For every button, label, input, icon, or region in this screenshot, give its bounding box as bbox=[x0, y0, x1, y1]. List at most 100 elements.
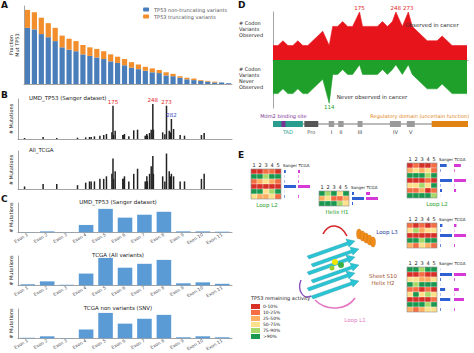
svg-text:5: 5 bbox=[432, 216, 435, 222]
svg-text:TCGA: TCGA bbox=[366, 185, 378, 190]
svg-text:4: 4 bbox=[426, 216, 429, 222]
svg-text:Sanger: Sanger bbox=[439, 217, 454, 222]
svg-text:Exon 1: Exon 1 bbox=[13, 232, 29, 244]
svg-text:Exon 9: Exon 9 bbox=[169, 338, 185, 350]
svg-text:Exon 5: Exon 5 bbox=[91, 338, 107, 350]
svg-text:Exon 3: Exon 3 bbox=[52, 285, 68, 297]
svg-text:TP53 non-truncating variants: TP53 non-truncating variants bbox=[153, 7, 227, 14]
svg-text:Exon 11: Exon 11 bbox=[205, 338, 223, 351]
svg-text:Loop L2: Loop L2 bbox=[426, 201, 448, 208]
svg-text:Mdm2 binding site: Mdm2 binding site bbox=[260, 113, 306, 120]
svg-text:Observed in cancer: Observed in cancer bbox=[405, 22, 459, 28]
svg-text:3: 3 bbox=[332, 184, 335, 190]
svg-text:273: 273 bbox=[403, 5, 414, 11]
svg-text:Sanger: Sanger bbox=[351, 185, 366, 190]
svg-text:3: 3 bbox=[420, 260, 423, 266]
svg-text:Exon 10: Exon 10 bbox=[186, 285, 204, 298]
svg-text:Exon 6: Exon 6 bbox=[111, 232, 127, 244]
svg-text:TP53 truncating variants: TP53 truncating variants bbox=[153, 14, 216, 21]
svg-text:II: II bbox=[339, 129, 342, 135]
svg-text:Exon 10: Exon 10 bbox=[186, 338, 204, 351]
svg-text:UMD_TP53 (Sanger dataset): UMD_TP53 (Sanger dataset) bbox=[79, 199, 157, 206]
svg-text:TP53 remaining activity: TP53 remaining activity bbox=[250, 295, 310, 302]
svg-text:1: 1 bbox=[408, 156, 411, 162]
svg-text:TCGA: TCGA bbox=[454, 261, 466, 266]
svg-text:Exon 8: Exon 8 bbox=[149, 285, 165, 297]
svg-text:# Mutations: # Mutations bbox=[8, 255, 14, 286]
svg-text:4: 4 bbox=[426, 260, 429, 266]
svg-text:75-90%: 75-90% bbox=[263, 328, 281, 333]
svg-text:Sanger: Sanger bbox=[439, 261, 454, 266]
svg-text:4: 4 bbox=[338, 184, 341, 190]
svg-text:Exon 9: Exon 9 bbox=[169, 232, 185, 244]
svg-text:Sheet S10Helix H2: Sheet S10Helix H2 bbox=[369, 273, 398, 286]
svg-text:Exon 2: Exon 2 bbox=[33, 338, 49, 350]
svg-text:Never observed in cancer: Never observed in cancer bbox=[337, 94, 408, 100]
svg-text:III: III bbox=[358, 129, 362, 135]
svg-text:4: 4 bbox=[426, 156, 429, 162]
svg-text:Exon 1: Exon 1 bbox=[13, 285, 29, 297]
svg-text:Exon 6: Exon 6 bbox=[111, 338, 127, 350]
svg-text:Exon 1: Exon 1 bbox=[13, 338, 29, 350]
svg-text:TCGA (All variants): TCGA (All variants) bbox=[91, 252, 144, 258]
svg-text:1: 1 bbox=[408, 260, 411, 266]
svg-text:Loop L2: Loop L2 bbox=[256, 202, 278, 209]
svg-text:Exon 4: Exon 4 bbox=[72, 232, 88, 244]
svg-text:Exon 11: Exon 11 bbox=[205, 232, 223, 245]
svg-text:Exon 9: Exon 9 bbox=[169, 285, 185, 297]
svg-text:Exon 3: Exon 3 bbox=[52, 232, 68, 244]
svg-text:TCGA: TCGA bbox=[454, 217, 466, 222]
svg-text:2: 2 bbox=[414, 260, 417, 266]
svg-text:0-10%: 0-10% bbox=[263, 304, 278, 309]
svg-text:1: 1 bbox=[320, 184, 323, 190]
svg-text:1: 1 bbox=[408, 216, 411, 222]
svg-text:248: 248 bbox=[391, 5, 402, 11]
svg-text:1: 1 bbox=[252, 162, 255, 168]
svg-text:TCGA non variants (SNV): TCGA non variants (SNV) bbox=[83, 305, 152, 311]
svg-text:3: 3 bbox=[420, 216, 423, 222]
svg-text:Regulatory domain (uncertain f: Regulatory domain (uncertain function) bbox=[370, 113, 469, 120]
svg-text:Exon 10: Exon 10 bbox=[186, 232, 204, 245]
svg-text:Exon 7: Exon 7 bbox=[130, 338, 146, 350]
svg-text:Pro: Pro bbox=[307, 129, 315, 135]
svg-text:3: 3 bbox=[264, 162, 267, 168]
svg-text:Exon 7: Exon 7 bbox=[130, 285, 146, 297]
svg-text:Observed: Observed bbox=[239, 32, 263, 38]
svg-text:5: 5 bbox=[276, 162, 279, 168]
svg-text:IV: IV bbox=[393, 129, 398, 135]
svg-text:Exon 3: Exon 3 bbox=[52, 338, 68, 350]
svg-text:I: I bbox=[331, 129, 332, 135]
svg-text:50-75%: 50-75% bbox=[263, 322, 281, 327]
svg-text:>90%: >90% bbox=[263, 334, 277, 339]
svg-text:Loop L1: Loop L1 bbox=[344, 317, 366, 324]
svg-text:2: 2 bbox=[414, 216, 417, 222]
svg-text:Sanger: Sanger bbox=[439, 157, 454, 162]
svg-text:# Mutations: # Mutations bbox=[8, 308, 14, 339]
svg-text:UMD_TP53 (Sanger dataset): UMD_TP53 (Sanger dataset) bbox=[29, 95, 107, 102]
svg-text:# Mutations: # Mutations bbox=[8, 103, 14, 134]
svg-text:114: 114 bbox=[324, 104, 335, 110]
svg-text:3: 3 bbox=[420, 156, 423, 162]
svg-text:10-25%: 10-25% bbox=[263, 310, 281, 315]
svg-text:V: V bbox=[409, 129, 413, 135]
svg-text:Sanger: Sanger bbox=[283, 163, 298, 168]
svg-text:TCGA: TCGA bbox=[454, 157, 466, 162]
svg-text:Exon 8: Exon 8 bbox=[149, 338, 165, 350]
svg-text:4: 4 bbox=[270, 162, 273, 168]
svg-text:Mut TP53: Mut TP53 bbox=[14, 33, 20, 56]
svg-text:282: 282 bbox=[166, 112, 177, 118]
svg-text:Exon 6: Exon 6 bbox=[111, 285, 127, 297]
svg-text:2: 2 bbox=[326, 184, 329, 190]
svg-text:273: 273 bbox=[161, 99, 172, 105]
svg-text:All_TCGA: All_TCGA bbox=[29, 147, 54, 154]
svg-text:25-50%: 25-50% bbox=[263, 316, 281, 321]
svg-text:175: 175 bbox=[108, 99, 119, 105]
svg-text:Exon 7: Exon 7 bbox=[130, 232, 146, 244]
svg-text:Exon 4: Exon 4 bbox=[72, 285, 88, 297]
svg-text:5: 5 bbox=[344, 184, 347, 190]
svg-text:5: 5 bbox=[432, 260, 435, 266]
svg-text:TAD: TAD bbox=[282, 129, 293, 135]
svg-text:TCGA: TCGA bbox=[298, 163, 310, 168]
svg-text:Exon 8: Exon 8 bbox=[149, 232, 165, 244]
svg-text:2: 2 bbox=[258, 162, 261, 168]
